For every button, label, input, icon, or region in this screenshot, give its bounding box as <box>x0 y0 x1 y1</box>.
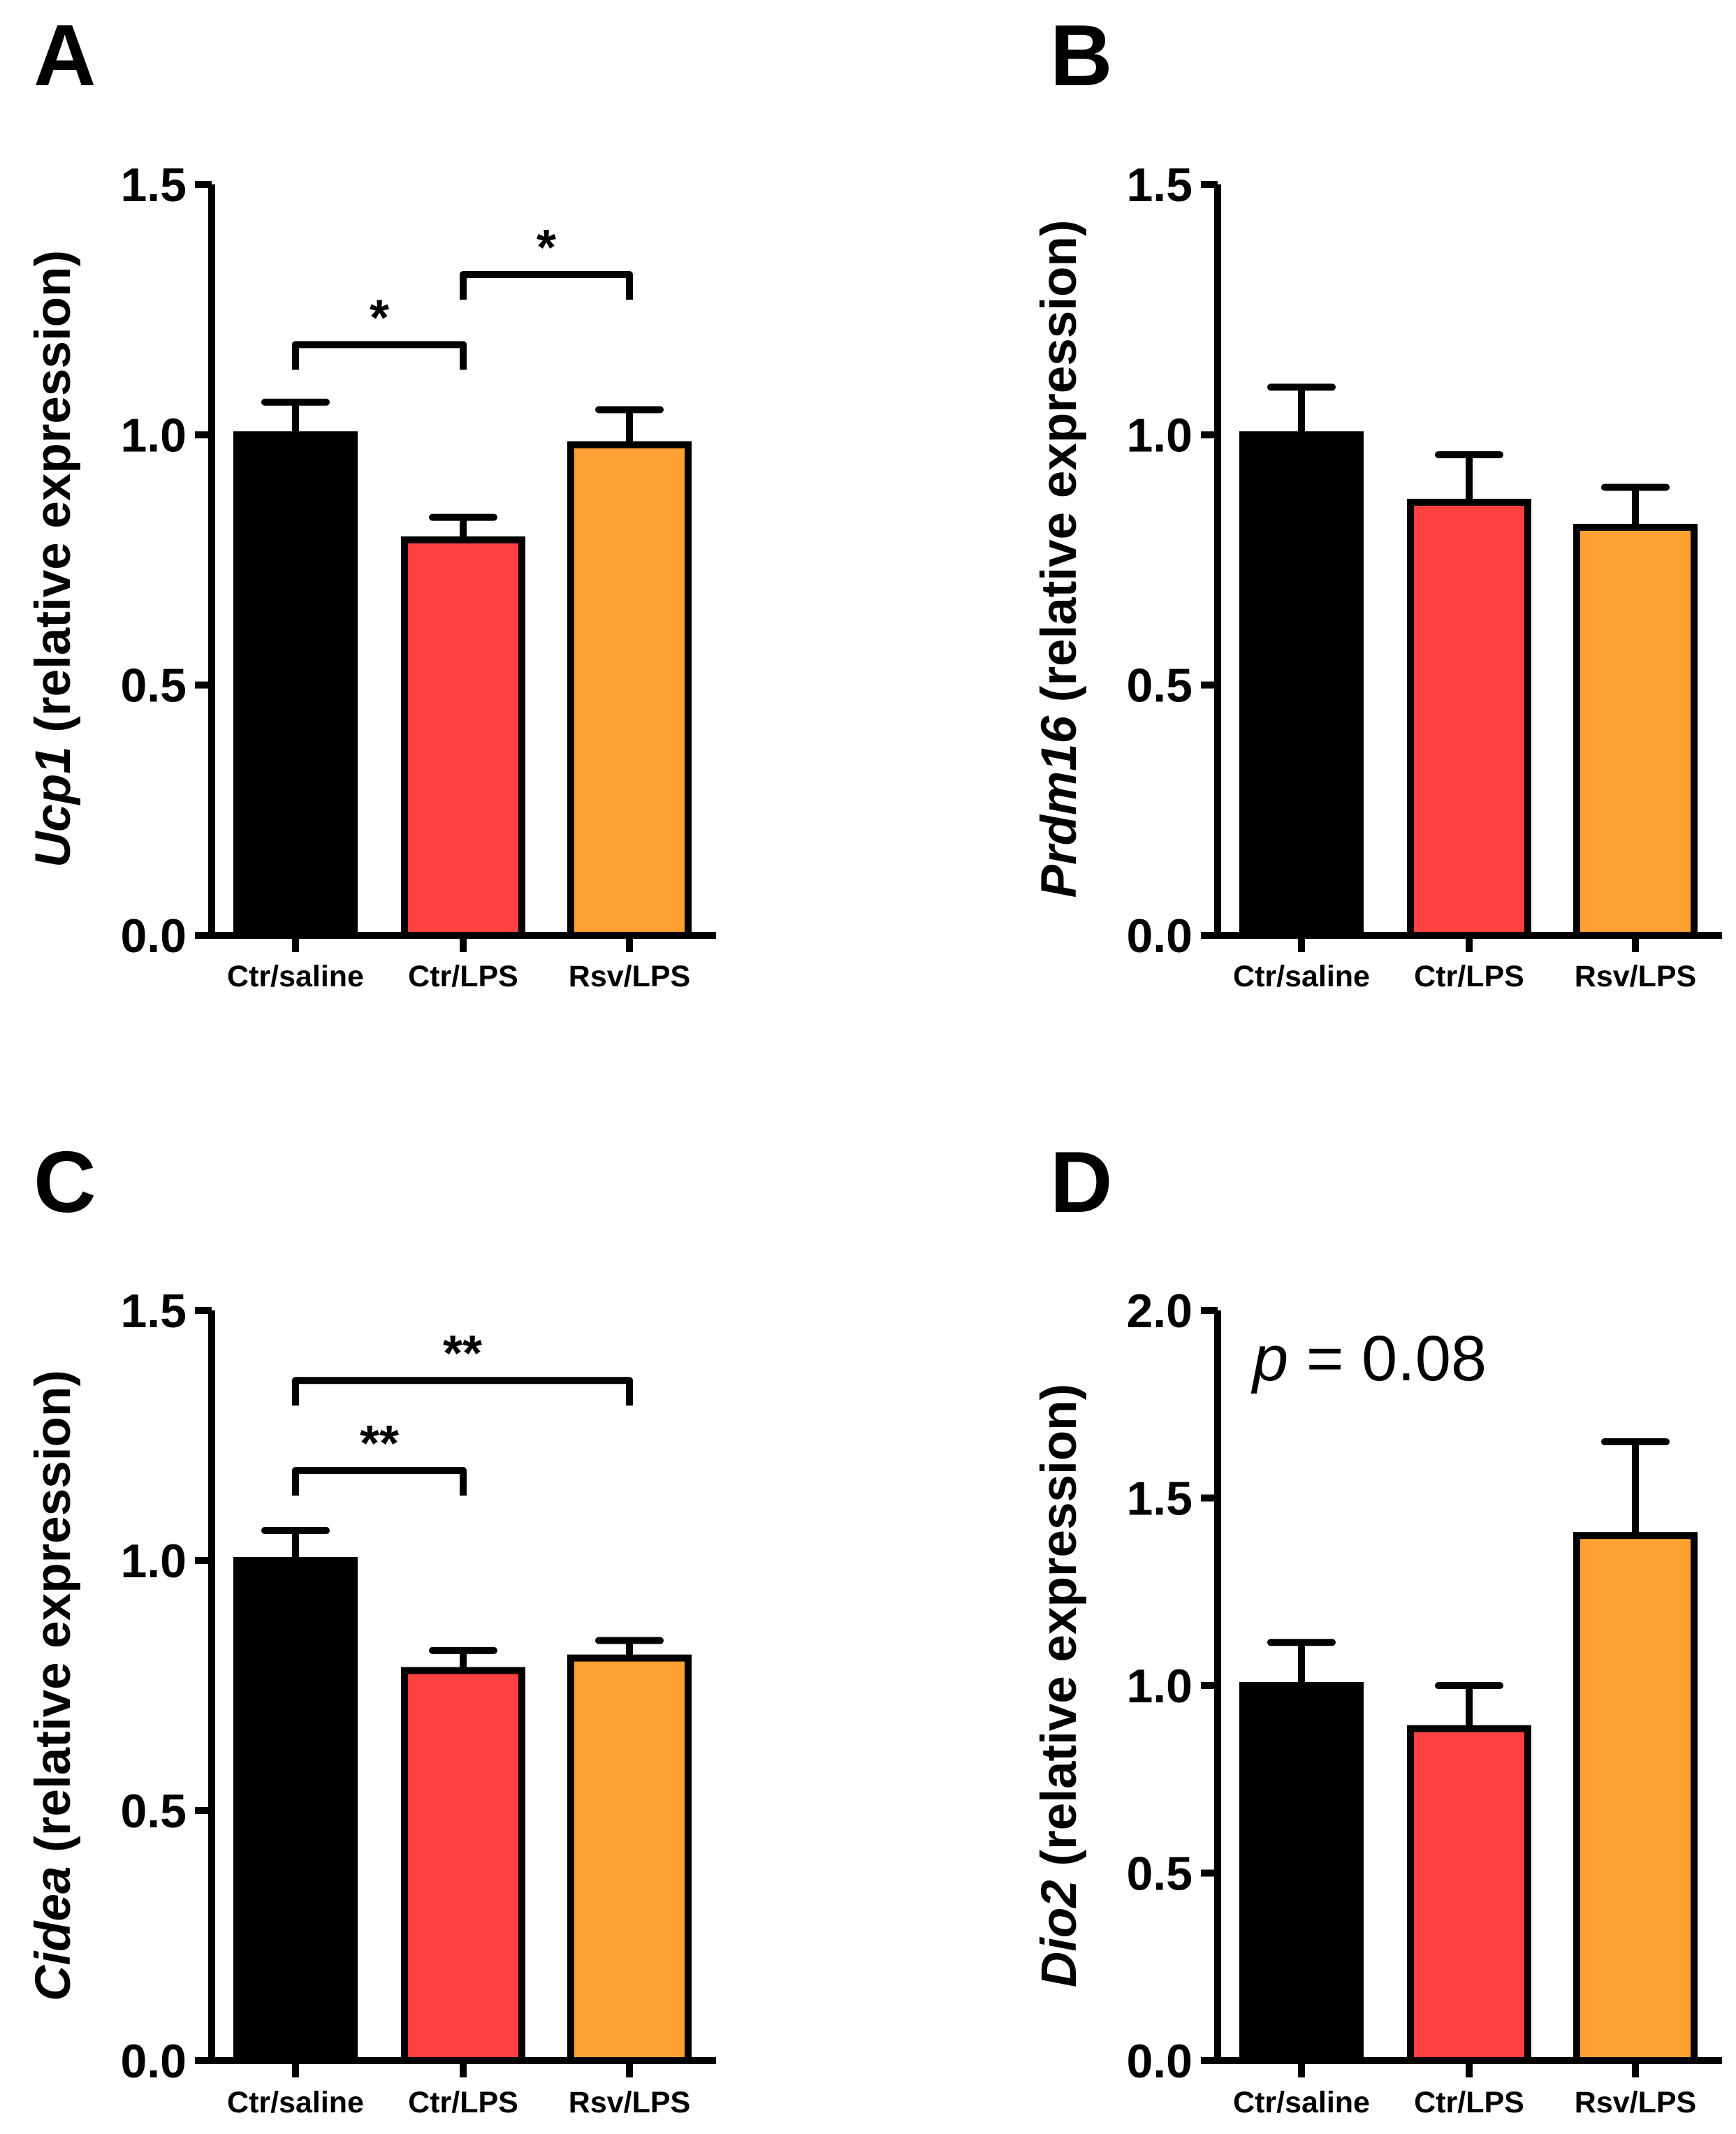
bar-ctr-lps <box>1407 1725 1531 2064</box>
panel-d: D Dio2 (relative expression) Ctr/saline Ctr… <box>1032 1134 1722 2119</box>
y-tick-label: 0.5 <box>120 1785 187 1838</box>
bar-ctr-lps <box>401 536 525 939</box>
p-value-symbol: p <box>1250 1323 1288 1394</box>
x-tick-label: Ctr/saline <box>1233 960 1370 993</box>
panel-letter: D <box>1050 1134 1113 1231</box>
bar-rsv-lps <box>567 1654 692 2065</box>
y-tick-label: 0.5 <box>1126 1848 1192 1901</box>
significance-bracket <box>292 1377 633 1406</box>
significance-label: * <box>537 220 556 276</box>
significance-bracket <box>460 271 633 300</box>
y-tick-label: 1.5 <box>120 1285 187 1338</box>
x-tick-label: Ctr/saline <box>227 2086 364 2119</box>
x-tick-label: Ctr/LPS <box>1414 960 1524 993</box>
bar-ctr-lps <box>401 1667 525 2064</box>
y-axis-label: Dio2 (relative expression) <box>1032 1384 1087 1987</box>
bar-ctr-lps <box>1407 499 1531 939</box>
panel-letter: B <box>1050 8 1113 104</box>
y-tick-label: 0.0 <box>1126 2035 1192 2088</box>
bar-ctr-saline <box>1239 431 1364 939</box>
bar-ctr-saline <box>1239 1682 1364 2064</box>
y-tick-label: 1.0 <box>120 1535 187 1588</box>
y-axis-gene: Ucp1 <box>26 746 81 868</box>
y-axis-unit: (relative expression) <box>26 1370 81 1866</box>
y-axis-unit: (relative expression) <box>26 250 81 746</box>
x-tick-label: Ctr/LPS <box>408 2086 518 2119</box>
significance-label: ** <box>360 1416 399 1472</box>
significance-bracket <box>292 341 467 370</box>
y-axis-unit: (relative expression) <box>1032 220 1087 716</box>
x-tick-label: Rsv/LPS <box>569 2086 690 2119</box>
bar-ctr-saline <box>233 431 358 939</box>
y-axis-label: Prdm16 (relative expression) <box>1032 220 1087 898</box>
x-tick-label: Rsv/LPS <box>569 960 690 993</box>
y-axis-unit: (relative expression) <box>1032 1384 1087 1880</box>
y-tick-label: 1.0 <box>1126 1660 1192 1713</box>
significance-bracket <box>292 1467 467 1496</box>
y-axis-label: Cidea (relative expression) <box>26 1370 81 2001</box>
y-tick-label: 0.0 <box>120 909 187 963</box>
x-tick-label: Rsv/LPS <box>1575 960 1696 993</box>
y-axis-label: Ucp1 (relative expression) <box>26 250 81 868</box>
y-tick-label: 0.5 <box>120 659 187 712</box>
y-tick-label: 1.0 <box>1126 409 1192 462</box>
x-tick-label: Ctr/LPS <box>1414 2086 1524 2119</box>
significance-label: ** <box>443 1326 482 1382</box>
panel-letter: C <box>34 1134 96 1231</box>
y-tick-label: 0.5 <box>1126 659 1192 712</box>
y-tick-label: 1.5 <box>1126 1472 1192 1526</box>
x-tick-label: Ctr/saline <box>227 960 364 993</box>
y-tick-label: 1.5 <box>120 159 187 212</box>
y-axis-gene: Cidea <box>26 1866 81 2001</box>
p-value-annotation: p = 0.08 <box>1250 1323 1487 1394</box>
panel-a: A Ucp1 (relative expression) Ctr/saline Ctr… <box>26 8 716 993</box>
y-tick-label: 0.0 <box>120 2035 187 2088</box>
panel-letter: A <box>34 8 96 104</box>
x-tick-label: Ctr/LPS <box>408 960 518 993</box>
bar-rsv-lps <box>1573 1532 1698 2064</box>
bar-rsv-lps <box>1573 523 1698 939</box>
y-tick-label: 1.5 <box>1126 159 1192 212</box>
y-axis-gene: Prdm16 <box>1032 715 1087 898</box>
panel-c: C Cidea (relative expression) Ctr/saline Ct… <box>26 1134 716 2119</box>
y-tick-label: 2.0 <box>1126 1285 1192 1338</box>
bar-rsv-lps <box>567 441 692 939</box>
y-tick-label: 0.0 <box>1126 909 1192 963</box>
x-tick-label: Ctr/saline <box>1233 2086 1370 2119</box>
y-axis-gene: Dio2 <box>1032 1880 1087 1987</box>
panel-b: B Prdm16 (relative expression) Ctr/saline C… <box>1032 8 1722 993</box>
y-tick-label: 1.0 <box>120 409 187 462</box>
significance-label: * <box>370 290 389 346</box>
p-value-text: = 0.08 <box>1288 1323 1487 1394</box>
bar-ctr-saline <box>233 1557 358 2064</box>
x-tick-label: Rsv/LPS <box>1575 2086 1696 2119</box>
